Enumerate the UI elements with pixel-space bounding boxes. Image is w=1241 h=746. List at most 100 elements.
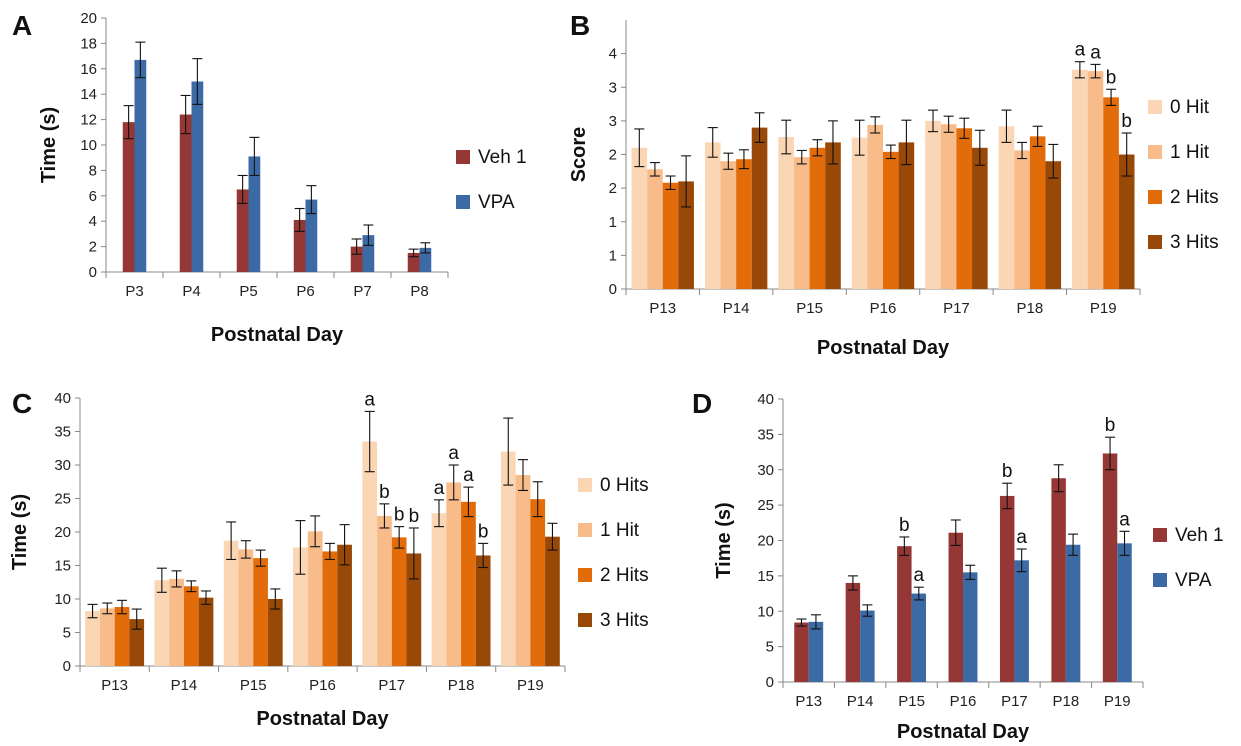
y-tick-label: 30 (757, 462, 774, 479)
legend-swatch (1148, 235, 1162, 249)
bar-2-hits-p18 (461, 501, 476, 666)
bar-3-hits-p17 (406, 553, 422, 666)
significance-label: a (1075, 40, 1086, 61)
legend-label: VPA (1175, 570, 1212, 591)
bar-2-hits-p13 (662, 182, 679, 289)
bar-vpa-p13 (808, 621, 824, 682)
bar-1-hit-p14 (169, 578, 184, 666)
bar-3-hits-p19 (1118, 154, 1135, 289)
x-tick-label: P7 (353, 283, 371, 300)
panel-label: D (692, 388, 712, 419)
y-tick-label: 18 (80, 35, 97, 52)
y-tick-label: 2 (609, 180, 617, 197)
bar-veh-1-p3 (122, 122, 135, 272)
y-axis-title: Score (568, 127, 590, 183)
bar-veh-1-p4 (179, 114, 192, 273)
x-axis-title: Postnatal Day (211, 324, 344, 346)
significance-label: b (899, 515, 910, 536)
bar-2-hits-p16 (883, 151, 899, 289)
y-tick-label: 0 (609, 281, 617, 298)
y-tick-label: 10 (757, 603, 774, 620)
bar-veh-1-p7 (350, 246, 363, 272)
y-tick-label: 20 (80, 10, 97, 27)
bar-2-hits-p15 (809, 147, 826, 289)
significance-label: b (394, 505, 405, 526)
x-tick-label: P4 (182, 283, 200, 300)
bar-3-hits-p18 (475, 555, 491, 666)
bar-veh-1-p13 (794, 622, 809, 682)
bar-vpa-p18 (1065, 544, 1081, 682)
bar-vpa-p4 (191, 81, 204, 272)
bar-0-hit-p19 (1072, 69, 1088, 289)
y-tick-label: 6 (89, 188, 97, 205)
y-tick-label: 35 (54, 424, 71, 441)
significance-label: b (409, 506, 420, 527)
bar-2-hits-p19 (1103, 97, 1119, 290)
y-tick-label: 8 (89, 162, 97, 179)
bar-2-hits-p13 (114, 607, 130, 666)
bar-0-hits-p18 (431, 513, 447, 666)
bar-vpa-p17 (1014, 560, 1029, 682)
significance-label: a (463, 465, 474, 486)
bar-0-hit-p16 (851, 137, 868, 289)
legend-swatch (1153, 573, 1167, 587)
bar-1-hit-p16 (867, 124, 883, 289)
bar-vpa-p16 (963, 572, 978, 682)
bar-3-hits-p18 (1045, 161, 1062, 289)
x-tick-label: P5 (239, 283, 257, 300)
legend-label: 1 Hit (600, 520, 640, 541)
bar-vpa-p15 (911, 593, 927, 682)
legend-swatch (456, 150, 470, 164)
x-tick-label: P16 (309, 677, 336, 694)
bar-vpa-p5 (248, 156, 261, 272)
bar-3-hits-p13 (678, 181, 694, 289)
y-tick-label: 20 (54, 524, 71, 541)
bar-vpa-p7 (362, 235, 375, 272)
x-tick-label: P13 (649, 300, 676, 317)
x-tick-label: P14 (171, 677, 198, 694)
y-tick-label: 5 (63, 625, 71, 642)
y-tick-label: 15 (54, 558, 71, 575)
significance-label: b (1105, 415, 1116, 436)
bar-3-hits-p14 (198, 597, 214, 666)
legend-swatch (1148, 100, 1162, 114)
bar-1-hit-p15 (238, 549, 254, 666)
panel-d: D 0 5 10 15 20 25 30 35 40 P13 P14 P15 b a P16 P17 b a P18 P… (692, 388, 1224, 743)
y-tick-label: 3 (609, 113, 617, 130)
x-tick-label: P19 (517, 677, 544, 694)
bar-veh-1-p14 (845, 582, 861, 682)
x-tick-label: P18 (1053, 693, 1080, 710)
y-tick-label: 4 (89, 213, 97, 230)
y-axis-title: Time (s) (713, 502, 735, 578)
bar-veh-1-p6 (293, 219, 306, 272)
bar-0-hits-p13 (85, 611, 100, 666)
bar-3-hits-p16 (898, 142, 915, 289)
x-tick-label: P13 (101, 677, 128, 694)
bar-0-hit-p14 (704, 142, 721, 289)
bar-0-hits-p16 (293, 547, 308, 666)
panel-label: A (12, 10, 32, 41)
panel-a: A 0 2 4 6 8 10 12 14 16 18 20 P3 P4 P5 P6 P7 P8 Postnatal … (12, 10, 527, 346)
y-tick-label: 4 (609, 46, 617, 63)
bar-0-hit-p18 (998, 126, 1015, 289)
y-tick-label: 5 (766, 639, 774, 656)
bar-vpa-p14 (860, 610, 875, 682)
bar-veh-1-p18 (1051, 478, 1066, 682)
y-tick-label: 1 (609, 214, 617, 231)
x-tick-label: P15 (796, 300, 823, 317)
y-tick-label: 0 (766, 674, 774, 691)
significance-label: a (1090, 42, 1101, 63)
legend-label: 3 Hits (1170, 232, 1219, 253)
y-axis-title: Time (s) (9, 494, 31, 570)
y-tick-label: 0 (89, 264, 97, 281)
bar-veh-1-p17 (999, 495, 1015, 682)
bar-1-hit-p16 (307, 531, 323, 666)
bar-1-hit-p13 (647, 169, 663, 289)
bar-1-hit-p15 (793, 157, 810, 289)
bar-0-hits-p15 (223, 540, 239, 666)
significance-label: b (1121, 111, 1132, 132)
y-tick-label: 3 (609, 79, 617, 96)
x-tick-label: P17 (943, 300, 970, 317)
x-tick-label: P8 (410, 283, 428, 300)
y-tick-label: 2 (609, 147, 617, 164)
